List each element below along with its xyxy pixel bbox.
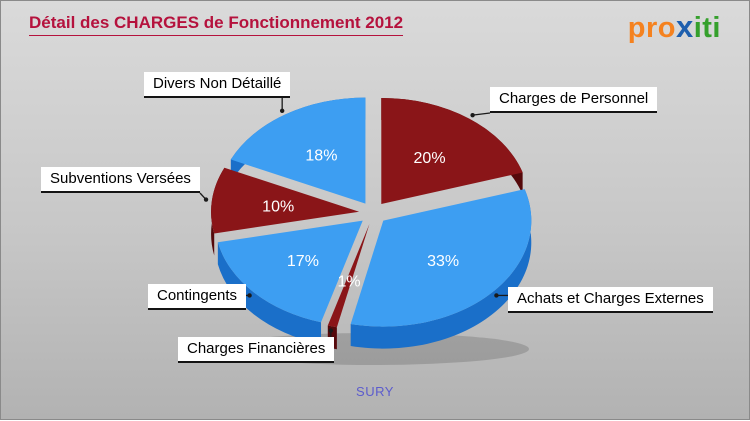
pie-percent-label: 18% — [305, 148, 337, 165]
pie-slice-side — [230, 97, 366, 182]
pie-slice-side — [211, 167, 225, 256]
proxiti-logo[interactable]: proxiti — [628, 9, 721, 45]
logo-text-iti: iti — [693, 12, 721, 44]
logo-text-pro: pro — [627, 12, 676, 44]
pie-slice — [350, 189, 532, 327]
pie-slice — [211, 167, 360, 234]
logo-text-x: x — [675, 9, 694, 44]
label-contingents: Contingents — [148, 284, 247, 310]
callout-line — [472, 112, 491, 116]
label-charges-financieres: Charges Financières — [178, 337, 335, 363]
pie-slice — [381, 97, 523, 204]
chart-title: Détail des CHARGES de Fonctionnement 201… — [29, 13, 404, 36]
callout-dot — [203, 197, 209, 202]
callout-dot — [494, 293, 499, 298]
pie-slice — [327, 223, 370, 328]
commune-name[interactable]: SURY — [356, 384, 394, 399]
pie-percent-label: 10% — [262, 198, 294, 215]
callout-dot — [470, 112, 475, 118]
label-subventions-versees: Subventions Versées — [41, 167, 200, 193]
callout-line — [199, 192, 207, 200]
callout-dot — [247, 293, 252, 298]
label-achats-et-charges-externes: Achats et Charges Externes — [508, 287, 713, 313]
pie-percent-label: 20% — [414, 150, 446, 167]
label-charges-de-personnel: Charges de Personnel — [490, 87, 658, 113]
pie-slice — [230, 97, 366, 204]
label-divers-non-detaille: Divers Non Détaillé — [144, 72, 291, 98]
pie-slice-side — [350, 189, 532, 349]
pie-percent-label: 17% — [287, 253, 319, 270]
pie-percent-label: 1% — [337, 273, 360, 290]
pie-percent-label: 33% — [427, 253, 459, 270]
callout-dot — [328, 328, 334, 333]
callout-dot — [279, 108, 285, 113]
